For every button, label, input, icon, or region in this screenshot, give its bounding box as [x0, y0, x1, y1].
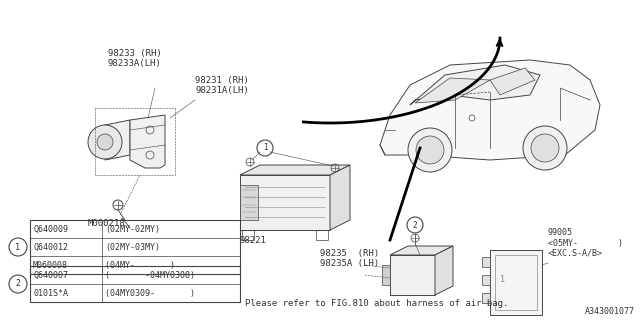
Polygon shape — [390, 255, 435, 295]
Text: M060008: M060008 — [33, 261, 68, 270]
Text: (       -04MY0308): ( -04MY0308) — [105, 271, 195, 280]
Text: 99005
<05MY-        )
<EXC.S-A/B>: 99005 <05MY- ) <EXC.S-A/B> — [548, 228, 623, 258]
Circle shape — [531, 134, 559, 162]
Polygon shape — [490, 250, 542, 315]
Text: 98231 (RH)
98231A(LH): 98231 (RH) 98231A(LH) — [195, 76, 249, 95]
Polygon shape — [390, 246, 453, 255]
Polygon shape — [130, 115, 165, 168]
Text: Please refer to FIG.810 about harness of air bag.: Please refer to FIG.810 about harness of… — [245, 299, 508, 308]
Circle shape — [88, 125, 122, 159]
Polygon shape — [410, 65, 540, 105]
Text: 2: 2 — [15, 279, 20, 289]
Text: Q640012: Q640012 — [33, 243, 68, 252]
Text: 0101S*A: 0101S*A — [33, 289, 68, 298]
Circle shape — [408, 128, 452, 172]
Circle shape — [523, 126, 567, 170]
Text: (02MY-02MY): (02MY-02MY) — [105, 225, 160, 234]
Polygon shape — [482, 293, 490, 303]
Text: 1: 1 — [262, 143, 268, 153]
Text: 1: 1 — [500, 276, 505, 284]
Polygon shape — [435, 246, 453, 295]
Polygon shape — [415, 78, 490, 103]
Polygon shape — [105, 120, 130, 160]
Text: (04MY0309-       ): (04MY0309- ) — [105, 289, 195, 298]
Polygon shape — [380, 60, 600, 160]
Polygon shape — [240, 185, 258, 220]
Polygon shape — [330, 165, 350, 230]
Text: (02MY-03MY): (02MY-03MY) — [105, 243, 160, 252]
Polygon shape — [382, 265, 390, 285]
Text: A343001077: A343001077 — [585, 307, 635, 316]
Text: 1: 1 — [15, 243, 20, 252]
Circle shape — [97, 134, 113, 150]
Polygon shape — [240, 165, 350, 175]
Circle shape — [416, 136, 444, 164]
Text: 2: 2 — [413, 220, 417, 229]
Text: (04MY-       ): (04MY- ) — [105, 261, 175, 270]
Polygon shape — [240, 175, 330, 230]
Text: M000218: M000218 — [88, 219, 125, 228]
Text: 98233 (RH)
98233A(LH): 98233 (RH) 98233A(LH) — [108, 49, 162, 68]
Polygon shape — [482, 275, 490, 285]
Text: Q640009: Q640009 — [33, 225, 68, 234]
Text: Q640007: Q640007 — [33, 271, 68, 280]
Polygon shape — [482, 257, 490, 267]
Text: 98221: 98221 — [240, 236, 267, 245]
Polygon shape — [490, 68, 535, 95]
Text: 98235  (RH)
98235A (LH): 98235 (RH) 98235A (LH) — [320, 249, 379, 268]
